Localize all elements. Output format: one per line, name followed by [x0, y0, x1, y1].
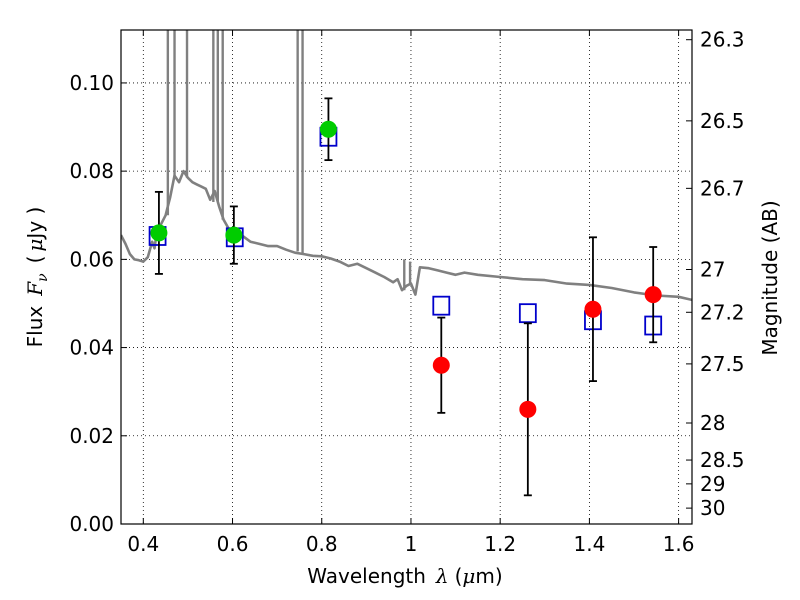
plot-layer [121, 30, 692, 497]
y-tick-label: 0.04 [69, 336, 114, 360]
grid-layer [121, 30, 692, 525]
x-tick-label: 1.2 [484, 532, 516, 556]
y2-tick-label: 26.5 [700, 109, 745, 133]
x-tick-label: 1 [405, 532, 418, 556]
y2-tick-label: 29 [700, 472, 725, 496]
y-tick-label: 0.02 [69, 424, 114, 448]
model-photometry-square [432, 295, 451, 316]
observed-flux-point [644, 286, 662, 304]
x-tick-label: 0.8 [306, 532, 338, 556]
model-sed-line [121, 169, 692, 302]
y-tick-label: 0.00 [69, 512, 114, 536]
x-axis-label: Wavelength λ (μm) [307, 564, 502, 588]
x-tick-label: 1.4 [573, 532, 605, 556]
x-tick-label: 1.6 [663, 532, 695, 556]
y2-tick-label: 30 [700, 496, 725, 520]
y-tick-label: 0.08 [69, 159, 114, 183]
y-axis-label: FluxFν(μJy ) [23, 207, 51, 348]
y2-tick-label: 27.5 [700, 352, 745, 376]
y-tick-label: 0.06 [69, 247, 114, 271]
x-tick-label: 0.6 [217, 532, 249, 556]
y2-tick-label: 26.7 [700, 176, 745, 200]
y2-tick-label: 27 [700, 258, 725, 282]
y2-axis-label: Magnitude (AB) [758, 200, 782, 355]
observed-flux-point [150, 224, 168, 242]
observed-flux-point [519, 400, 537, 418]
x-tick-label: 0.4 [127, 532, 159, 556]
y2-tick-label: 28 [700, 411, 725, 435]
observed-flux-point [584, 300, 602, 318]
y-tick-label: 0.10 [69, 71, 114, 95]
y2-tick-label: 27.2 [700, 300, 745, 324]
plot-frame [120, 29, 693, 525]
y2-tick-label: 28.5 [700, 448, 745, 472]
tick-layer: 0.4 0.6 0.8 1 1.2 1.4 1.6 0.00 0.02 0.04 0.06 0.08 0… [69, 28, 744, 556]
model-photometry-square [518, 303, 537, 324]
y2-tick-label: 26.3 [700, 28, 745, 52]
observed-flux-point [432, 356, 450, 374]
observed-flux-point [319, 120, 337, 138]
observed-flux-point [225, 226, 243, 244]
